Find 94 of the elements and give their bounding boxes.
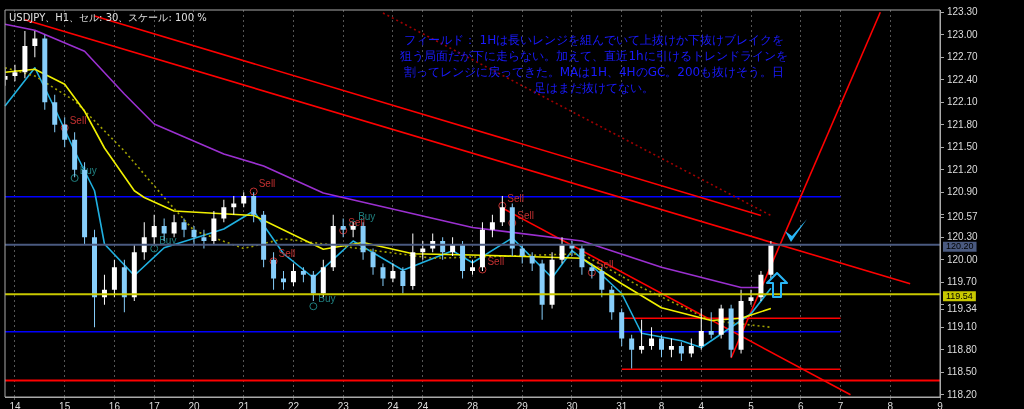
candlestick — [181, 218, 187, 238]
candlestick — [629, 334, 635, 369]
point — [309, 302, 318, 311]
candlestick — [370, 248, 376, 276]
candlestick — [400, 266, 406, 294]
y-tick-label: 119.70 — [947, 276, 978, 287]
candlestick — [390, 263, 396, 283]
candlestick — [201, 229, 207, 249]
candlestick — [589, 263, 595, 279]
candlestick — [658, 334, 664, 358]
text: Sell — [517, 209, 534, 221]
y-tick-label: 122.10 — [947, 96, 979, 107]
candlestick — [171, 214, 177, 238]
candlestick — [499, 195, 505, 227]
y-tick-label: 119.10 — [947, 321, 978, 332]
y-tick-label: 123.00 — [947, 28, 979, 40]
series-label: Buy — [159, 235, 177, 247]
candlestick — [12, 64, 18, 82]
candlestick — [559, 236, 565, 264]
candlestick — [639, 319, 645, 354]
x-tick-label: 15 — [59, 400, 71, 409]
candlestick — [32, 30, 38, 58]
candlestick — [211, 210, 217, 246]
y-tick-label: 122.40 — [947, 73, 979, 85]
x-tick-label: 16 — [108, 400, 121, 409]
x-tick-label: 5 — [748, 400, 755, 409]
point — [150, 244, 159, 253]
text: Sell — [487, 256, 505, 268]
x-tick-label: 31 — [616, 400, 628, 409]
text: Sell — [69, 114, 87, 126]
y-tick-label: 120.30 — [947, 231, 979, 242]
point — [587, 268, 596, 277]
candlestick — [310, 270, 316, 302]
x-tick-label: 7 — [837, 400, 844, 409]
x-tick-label: 17 — [148, 400, 161, 409]
x-tick-label: 8 — [658, 400, 665, 409]
x-tick-label: 24 — [417, 400, 429, 409]
y-tick-label: 121.50 — [947, 141, 979, 152]
candlestick — [62, 116, 68, 148]
candlestick — [678, 341, 684, 362]
candlestick — [599, 266, 605, 298]
x-tick-label: 4 — [698, 400, 705, 409]
candlestick — [649, 326, 655, 351]
annotation: フィールド： 1Hは長いレンジを組んでいて上抜けか下抜けブレイクを狙う局面だが下に走らない。加えて、直近1hに引けるトレンドラインを割ってレンジに戻ってきた。MAは1H、4HのGC。200も抜けそう。日足はまだ抜けてない。 — [399, 32, 789, 96]
x-tick-label: 22 — [287, 400, 300, 409]
y-tick-label: 118.50 — [947, 366, 978, 377]
y-tick-label: 122.70 — [947, 51, 979, 62]
y-tick-label: 119.34 — [947, 303, 978, 314]
point — [269, 257, 278, 266]
x-tick-label: 8 — [887, 400, 894, 409]
candlestick — [489, 214, 495, 238]
candlestick — [271, 251, 277, 291]
x-tick-label: 30 — [566, 400, 578, 409]
x-tick-label: 20 — [188, 400, 200, 409]
ref-line-label: 120.20 — [946, 241, 974, 252]
x-tick-label: 24 — [387, 400, 399, 409]
chart-title: USDJPY、H1、セル: 30、スケール: 100 % — [9, 11, 207, 23]
candlestick — [221, 199, 227, 223]
candlestick — [380, 263, 386, 287]
y-tick-label: 120.90 — [947, 186, 979, 197]
x-tick-label: 28 — [466, 400, 479, 409]
candlestick — [708, 311, 714, 339]
y-tick-label: 123.30 — [947, 6, 979, 17]
candlestick — [519, 244, 525, 264]
candlestick — [698, 308, 704, 351]
point — [60, 123, 69, 132]
candlestick — [529, 251, 535, 272]
y-tick-label: 118.20 — [947, 388, 978, 400]
x-tick-label: 6 — [797, 400, 804, 409]
candlestick — [52, 94, 58, 133]
ref-line-label: 119.54 — [946, 290, 973, 301]
y-tick-label: 120.00 — [947, 253, 979, 265]
candlestick — [579, 244, 585, 276]
candlestick — [111, 259, 117, 298]
x-tick-label: 21 — [238, 400, 250, 409]
candlestick — [290, 263, 296, 287]
point — [70, 174, 79, 182]
x-tick-label: 14 — [9, 400, 21, 409]
x-tick-label: 23 — [337, 400, 350, 409]
point — [498, 201, 507, 210]
candlestick — [340, 218, 346, 238]
candlestick — [668, 338, 674, 358]
candlestick — [688, 338, 694, 358]
text: Sell — [258, 178, 276, 190]
x-tick-label: 29 — [516, 400, 529, 409]
y-tick-label: 121.20 — [947, 163, 979, 175]
x-tick-label: 9 — [937, 400, 944, 409]
candlestick — [191, 225, 197, 246]
point — [339, 226, 348, 235]
candlestick — [748, 289, 754, 306]
y-tick-label: 120.57 — [947, 210, 979, 222]
y-tick-label: 121.80 — [947, 118, 979, 130]
y-tick-label: 118.80 — [947, 343, 978, 355]
point — [249, 187, 258, 196]
